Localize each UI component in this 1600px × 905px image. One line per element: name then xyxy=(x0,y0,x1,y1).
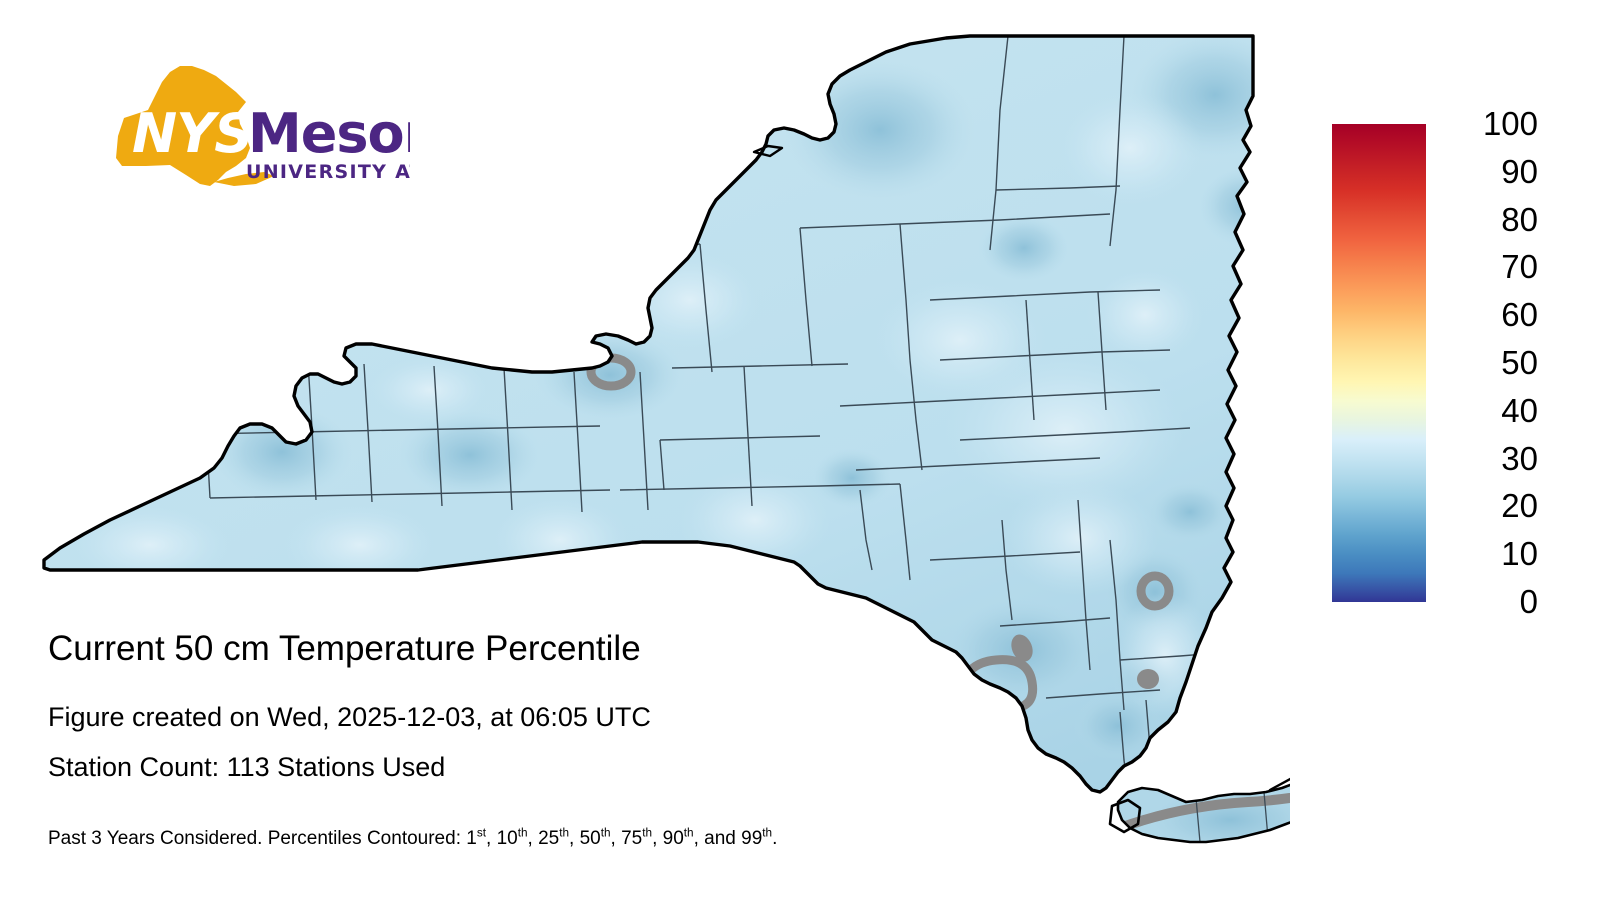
field-blob xyxy=(1074,692,1162,760)
field-blob xyxy=(785,60,975,200)
footnote-percentile-99: 99th xyxy=(741,826,773,849)
footnote-percentile-1: 1st xyxy=(466,826,486,849)
footnote-percentile-10: 10th xyxy=(496,826,528,849)
figure-created-timestamp: Figure created on Wed, 2025-12-03, at 06… xyxy=(48,702,651,732)
field-blob xyxy=(620,252,760,348)
colorbar-tick-100: 100 xyxy=(1482,105,1538,142)
field-blob xyxy=(370,356,490,424)
footnote-ordinal-suffix: th xyxy=(642,826,653,840)
field-blob xyxy=(874,280,1046,400)
colorbar-tick-20: 20 xyxy=(1501,487,1538,525)
colorbar-tick-70: 70 xyxy=(1501,248,1538,286)
contour-blob xyxy=(1011,634,1033,662)
logo-mesonet-text: Mesonet xyxy=(248,102,410,165)
field-blob xyxy=(1058,92,1202,204)
footnote-ordinal-suffix: th xyxy=(683,826,694,840)
field-blob xyxy=(212,404,352,500)
footnote-percentile-50: 50th xyxy=(579,826,611,849)
figure-title: Current 50 cm Temperature Percentile xyxy=(48,629,641,668)
county-boundaries xyxy=(199,36,1231,791)
field-blob xyxy=(490,496,630,584)
footnote-ordinal-suffix: th xyxy=(559,826,570,840)
ny-state-silhouette-icon xyxy=(116,66,250,186)
contour-blob xyxy=(1137,669,1159,689)
field-blob xyxy=(70,505,230,585)
field-blob xyxy=(98,358,222,438)
field-blob xyxy=(679,470,831,570)
footnote-percentile-25: 25th xyxy=(538,826,570,849)
colorbar-tick-labels: 100 90 80 70 60 50 40 30 20 10 0 xyxy=(1428,106,1558,622)
contour-ring xyxy=(1136,571,1174,611)
logo-svg: NYS Mesonet UNIVERSITY AT ALBANY xyxy=(116,66,410,186)
colorbar-tick-90: 90 xyxy=(1501,152,1538,190)
field-blob xyxy=(398,411,542,499)
long-island-silhouette-icon xyxy=(214,172,274,186)
field-blob xyxy=(1148,482,1232,542)
field-blob xyxy=(284,505,436,585)
colorbar-tick-30: 30 xyxy=(1501,439,1538,477)
colorbar-tick-50: 50 xyxy=(1501,344,1538,381)
new-york-percentile-map xyxy=(42,34,1522,844)
colorbar-tick-0: 0 xyxy=(1519,583,1538,620)
nys-mesonet-logo: NYS Mesonet UNIVERSITY AT ALBANY xyxy=(50,62,410,187)
field-blob xyxy=(1115,593,1215,717)
footnote-ordinal-suffix: th xyxy=(762,826,773,840)
footnote-ordinal-suffix: st xyxy=(476,826,486,840)
colorbar-tick-40: 40 xyxy=(1501,391,1538,429)
footnote-percentile-90: 90th xyxy=(662,826,694,849)
percentile-footnote: Past 3 Years Considered. Percentiles Con… xyxy=(48,826,778,849)
field-blob xyxy=(1087,267,1203,363)
field-blob xyxy=(978,214,1070,282)
logo-tagline-text: UNIVERSITY AT ALBANY xyxy=(246,161,410,183)
footnote-ordinal-suffix: th xyxy=(600,826,611,840)
colorbar-tick-80: 80 xyxy=(1501,200,1538,238)
colorbar-tick-60: 60 xyxy=(1501,296,1538,334)
footnote-lead: Past 3 Years Considered. Percentiles Con… xyxy=(48,828,467,849)
footnote-ordinal-suffix: th xyxy=(517,826,528,840)
logo-nys-text: NYS xyxy=(132,102,252,165)
footnote-percentile-75: 75th xyxy=(621,826,653,849)
colorbar: 100 90 80 70 60 50 40 30 20 10 0 xyxy=(1332,107,1582,618)
map-svg xyxy=(42,34,1522,844)
colorbar-gradient xyxy=(1332,124,1426,602)
field-blob xyxy=(812,448,892,508)
colorbar-tick-10: 10 xyxy=(1501,535,1538,573)
long-island-percentile-field xyxy=(1118,760,1450,842)
station-count-text: Station Count: 113 Stations Used xyxy=(48,752,446,782)
